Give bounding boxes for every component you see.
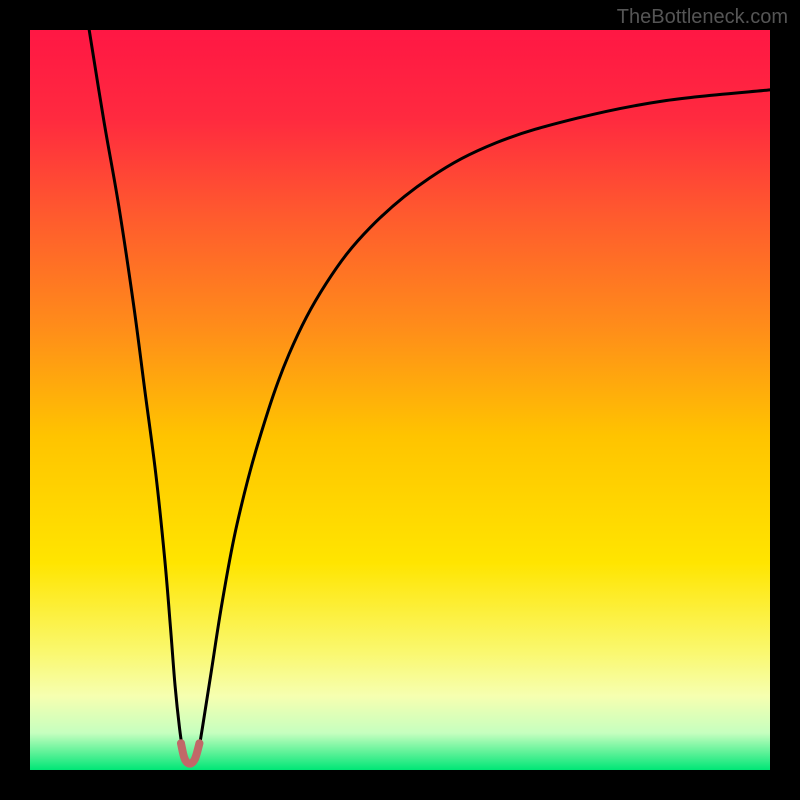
watermark-text: TheBottleneck.com <box>617 6 788 29</box>
bottleneck-chart <box>30 30 770 770</box>
